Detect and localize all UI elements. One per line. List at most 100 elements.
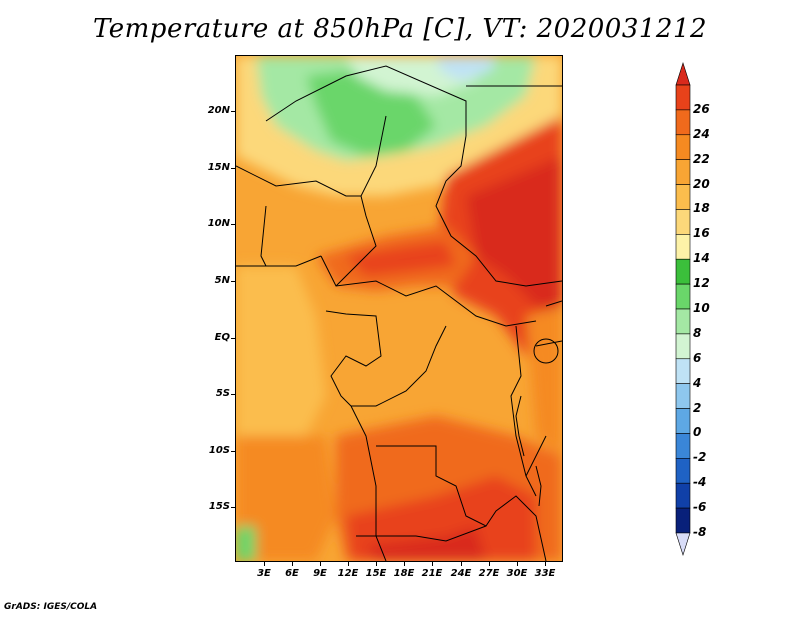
colorbar-label: 18 <box>693 201 710 216</box>
field-hottest-south <box>366 526 486 561</box>
field-hottest-east <box>466 156 562 316</box>
colorbar-segment <box>675 234 691 260</box>
colorbar-segment <box>675 433 691 459</box>
colorbar-segment <box>675 134 691 160</box>
borders <box>236 65 562 561</box>
border-rift <box>510 325 537 497</box>
lon-label-3e: 3E <box>257 568 271 579</box>
lat-label-10s: 10S <box>208 445 230 456</box>
lon-label-33e: 33E <box>534 568 556 579</box>
colorbar-label: -4 <box>693 475 707 490</box>
map-title: Temperature at 850hPa [C], VT: 202003121… <box>92 14 708 44</box>
field-blue-north <box>436 56 496 81</box>
lon-tick <box>292 562 293 566</box>
colorbar-segment <box>675 159 691 185</box>
colorbar-top-triangle <box>675 62 691 86</box>
border-car <box>320 255 537 327</box>
colorbar-label: 10 <box>693 301 710 315</box>
lat-tick <box>231 111 235 112</box>
field-southwest-corner <box>236 526 256 561</box>
colorbar-label: 26 <box>693 101 710 116</box>
border-congo <box>325 310 382 407</box>
border-sahel <box>236 165 361 197</box>
border-chad-west <box>335 115 387 287</box>
lat-label-20n: 20N <box>207 105 230 116</box>
colorbar-label: 0 <box>693 425 702 440</box>
lon-label-18e: 18E <box>393 568 415 579</box>
border-kenya <box>535 340 562 347</box>
field-west-ocean <box>236 266 326 446</box>
border-south <box>356 525 487 542</box>
colorbar-label: 4 <box>693 375 702 390</box>
border-uganda <box>545 300 562 307</box>
colorbar-label: 6 <box>693 350 702 365</box>
lat-tick <box>231 394 235 395</box>
colorbar-segment <box>675 84 691 111</box>
colorbar-label: 12 <box>693 276 710 291</box>
colorbar-segment <box>675 308 691 335</box>
border-sudan <box>435 135 562 287</box>
lat-label-5s: 5S <box>215 388 230 399</box>
colorbar-segment <box>675 283 691 310</box>
colorbar-segment <box>675 109 691 136</box>
lake-malawi <box>535 465 542 507</box>
colorbar-label: 8 <box>693 325 702 340</box>
colorbar-label: -8 <box>693 525 707 539</box>
lake-victoria <box>533 338 559 364</box>
border-angola-west <box>350 405 387 561</box>
lat-tick <box>231 451 235 452</box>
lon-label-24e: 24E <box>450 568 472 579</box>
lon-label-27e: 27E <box>478 568 500 579</box>
colorbar-segment <box>675 333 691 360</box>
border-angola-zambia <box>376 445 547 561</box>
colorbar-label: -6 <box>693 500 707 515</box>
lon-label-21e: 21E <box>421 568 443 579</box>
lon-label-12e: 12E <box>337 568 359 579</box>
border-drc-north <box>351 325 447 407</box>
border-west-1 <box>260 205 267 267</box>
colorbar-segment <box>675 482 691 509</box>
colorbar-segment <box>675 408 691 434</box>
lat-label-15s: 15S <box>208 501 230 512</box>
lat-label-eq: EQ <box>214 332 230 343</box>
lon-tick <box>489 562 490 566</box>
colorbar <box>675 62 691 556</box>
colorbar-segment <box>675 383 691 409</box>
footer-credit: GrADS: IGES/COLA <box>4 602 98 612</box>
colorbar-label: 22 <box>693 151 710 166</box>
lat-tick <box>231 338 235 339</box>
colorbar-segment <box>675 458 691 484</box>
colorbar-label: -2 <box>693 450 707 465</box>
lon-tick <box>545 562 546 566</box>
lon-tick <box>320 562 321 566</box>
lat-tick <box>231 507 235 508</box>
colorbar-label: 14 <box>693 251 710 266</box>
lon-label-6e: 6E <box>285 568 299 579</box>
lon-tick <box>348 562 349 566</box>
lon-tick <box>264 562 265 566</box>
temperature-field <box>236 56 562 561</box>
lon-tick <box>376 562 377 566</box>
lon-tick <box>432 562 433 566</box>
lon-label-30e: 30E <box>506 568 528 579</box>
field-southwest <box>236 436 336 561</box>
temperature-map <box>235 55 563 562</box>
colorbar-segment <box>675 258 691 285</box>
lake-tanganyika <box>515 395 525 457</box>
lon-tick <box>404 562 405 566</box>
colorbar-segment <box>675 209 691 235</box>
colorbar-label: 24 <box>693 126 710 141</box>
lat-tick <box>231 224 235 225</box>
colorbar-segment <box>675 507 691 534</box>
colorbar-segment <box>675 358 691 384</box>
lat-tick <box>231 168 235 169</box>
lon-label-9e: 9E <box>313 568 327 579</box>
colorbar-label: 20 <box>693 176 710 191</box>
colorbar-bottom-triangle <box>675 532 691 556</box>
border-malawi <box>525 435 547 477</box>
colorbar-label: 16 <box>693 226 710 241</box>
colorbar-label: 2 <box>693 400 702 415</box>
lat-label-5n: 5N <box>214 275 230 286</box>
lat-label-15n: 15N <box>207 162 230 173</box>
border-north-1 <box>265 65 467 136</box>
